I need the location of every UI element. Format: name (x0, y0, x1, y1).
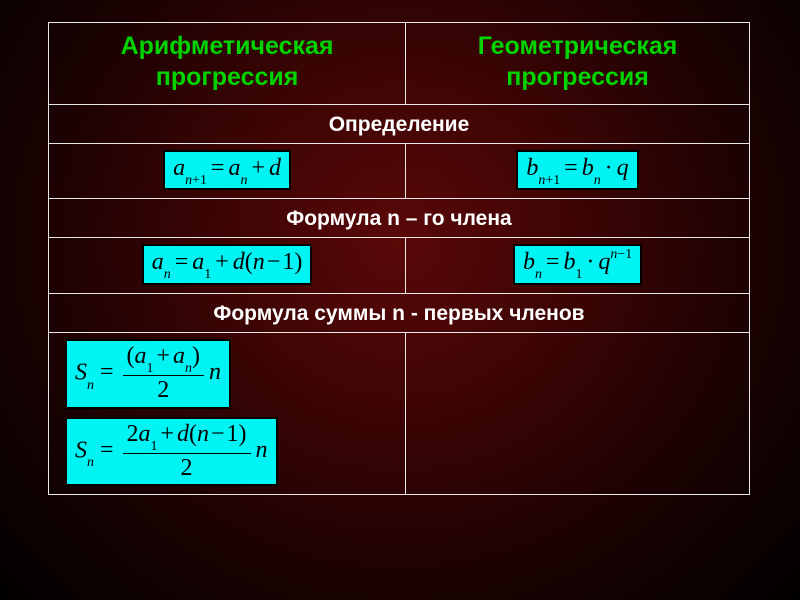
column-header-geometric: Геометрическая прогрессия (406, 23, 750, 105)
formula-arith-sum-2: Sn=2a1+d(n−1)2n (65, 417, 278, 487)
formula-cell-geom-nth: bn=b1·qn−1 (406, 238, 750, 294)
formula-cell-geom-sum (406, 332, 750, 494)
section-header-nth: Формула n – го члена (49, 199, 750, 238)
formula-row-sum: Sn=(a1+an)2n Sn=2a1+d(n−1)2n (49, 332, 750, 494)
formula-cell-arith-def: an+1=an+d (49, 143, 406, 199)
formula-arith-recurrence: an+1=an+d (163, 150, 291, 191)
formula-arith-sum-1: Sn=(a1+an)2n (65, 339, 231, 409)
formula-geom-nth: bn=b1·qn−1 (513, 244, 642, 285)
formula-cell-arith-nth: an=a1+d(n−1) (49, 238, 406, 294)
section-row-sum: Формула суммы n - первых членов (49, 293, 750, 332)
progression-table: Арифметическая прогрессия Геометрическая… (48, 22, 750, 495)
section-header-sum: Формула суммы n - первых членов (49, 293, 750, 332)
formula-geom-recurrence: bn+1=bn·q (516, 150, 638, 191)
formula-row-definition: an+1=an+d bn+1=bn·q (49, 143, 750, 199)
section-row-nth: Формула n – го члена (49, 199, 750, 238)
formula-cell-geom-def: bn+1=bn·q (406, 143, 750, 199)
section-row-definition: Определение (49, 104, 750, 143)
formula-arith-nth: an=a1+d(n−1) (142, 244, 313, 285)
formula-cell-arith-sum: Sn=(a1+an)2n Sn=2a1+d(n−1)2n (49, 332, 406, 494)
table-header-row: Арифметическая прогрессия Геометрическая… (49, 23, 750, 105)
progression-table-container: Арифметическая прогрессия Геометрическая… (48, 22, 750, 495)
column-header-arithmetic: Арифметическая прогрессия (49, 23, 406, 105)
section-header-definition: Определение (49, 104, 750, 143)
formula-row-nth: an=a1+d(n−1) bn=b1·qn−1 (49, 238, 750, 294)
